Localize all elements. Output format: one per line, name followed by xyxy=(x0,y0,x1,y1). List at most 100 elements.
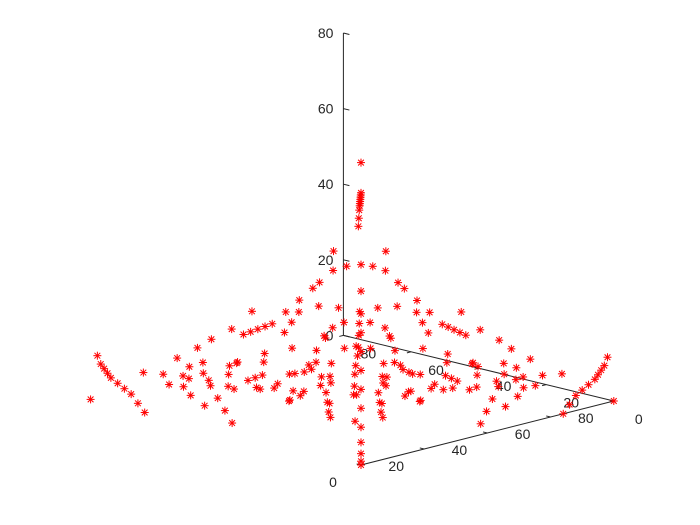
data-point xyxy=(350,382,359,391)
data-point xyxy=(351,417,360,426)
data-point xyxy=(294,308,303,316)
data-point xyxy=(251,373,260,382)
data-point xyxy=(381,266,390,275)
data-point xyxy=(357,347,365,356)
data-point xyxy=(453,377,462,386)
data-point xyxy=(206,381,215,390)
data-point xyxy=(323,398,332,407)
data-point xyxy=(317,372,326,381)
data-point xyxy=(415,397,424,406)
data-point xyxy=(378,372,387,381)
data-point xyxy=(590,375,599,384)
data-point xyxy=(476,419,485,428)
data-point xyxy=(354,214,363,223)
data-point xyxy=(354,331,363,340)
data-point xyxy=(287,318,296,327)
data-point xyxy=(469,358,477,367)
x-tick-label: 40 xyxy=(452,442,468,458)
data-point xyxy=(200,401,209,410)
data-point xyxy=(474,362,482,371)
data-point xyxy=(416,370,425,379)
data-point xyxy=(355,307,364,316)
data-point xyxy=(322,388,331,397)
data-point xyxy=(441,371,450,380)
data-point xyxy=(354,222,363,231)
data-point xyxy=(519,372,528,381)
data-point xyxy=(288,344,297,353)
data-point xyxy=(244,376,252,385)
data-point xyxy=(448,384,457,393)
data-point xyxy=(603,353,612,362)
data-point xyxy=(307,365,316,374)
data-point xyxy=(327,359,336,368)
data-point xyxy=(355,319,364,328)
data-point xyxy=(184,374,193,383)
data-point xyxy=(352,342,361,351)
y-tick xyxy=(339,334,344,337)
data-point xyxy=(357,260,365,269)
data-point xyxy=(100,364,109,373)
data-point xyxy=(268,319,277,328)
data-point xyxy=(290,369,299,378)
data-point xyxy=(273,379,282,388)
data-point xyxy=(494,382,503,391)
data-point xyxy=(261,322,270,331)
z-tick-label: 60 xyxy=(318,101,334,117)
data-point xyxy=(357,404,365,413)
data-point xyxy=(374,388,383,397)
data-point xyxy=(199,369,208,378)
data-point xyxy=(308,284,317,293)
data-point xyxy=(366,318,375,327)
data-point xyxy=(133,399,142,408)
z-tick-label: 0 xyxy=(326,327,334,343)
data-point xyxy=(207,335,216,344)
data-point xyxy=(377,408,385,417)
data-point xyxy=(439,385,448,394)
data-point xyxy=(357,158,365,167)
data-point xyxy=(193,343,202,352)
data-point xyxy=(500,370,509,379)
data-point xyxy=(86,395,95,404)
data-point xyxy=(457,307,466,316)
data-point xyxy=(312,346,321,355)
data-point xyxy=(334,303,343,312)
data-point xyxy=(473,371,482,380)
data-point xyxy=(285,397,293,406)
data-point xyxy=(324,408,333,416)
data-point xyxy=(246,327,255,336)
data-point xyxy=(357,438,365,447)
x-tick xyxy=(482,431,488,434)
data-point xyxy=(339,318,348,327)
data-point xyxy=(400,392,409,401)
data-point xyxy=(594,370,602,379)
data-point xyxy=(519,383,528,392)
data-point xyxy=(357,423,365,432)
data-point xyxy=(312,358,321,367)
data-point xyxy=(185,362,194,371)
z-tick xyxy=(343,32,350,35)
data-point xyxy=(357,385,365,394)
data-point xyxy=(96,360,105,369)
data-point xyxy=(531,381,540,390)
data-point xyxy=(233,358,242,367)
data-point xyxy=(557,369,566,378)
x-tick xyxy=(546,415,551,418)
data-point xyxy=(357,449,365,458)
y-tick-label: 80 xyxy=(361,345,377,361)
data-point xyxy=(127,390,136,399)
data-point xyxy=(320,331,329,340)
data-point xyxy=(412,308,421,317)
data-point xyxy=(314,302,323,311)
data-point xyxy=(304,360,313,369)
data-point xyxy=(393,302,402,311)
data-point xyxy=(225,361,234,370)
data-point xyxy=(270,384,279,393)
data-point xyxy=(366,344,375,353)
data-point xyxy=(198,358,207,367)
y-tick-label: 40 xyxy=(496,378,512,394)
data-point xyxy=(140,408,149,417)
data-point xyxy=(179,371,188,380)
data-point xyxy=(106,373,115,382)
x-tick-label: 20 xyxy=(388,458,404,474)
data-point xyxy=(353,351,362,360)
